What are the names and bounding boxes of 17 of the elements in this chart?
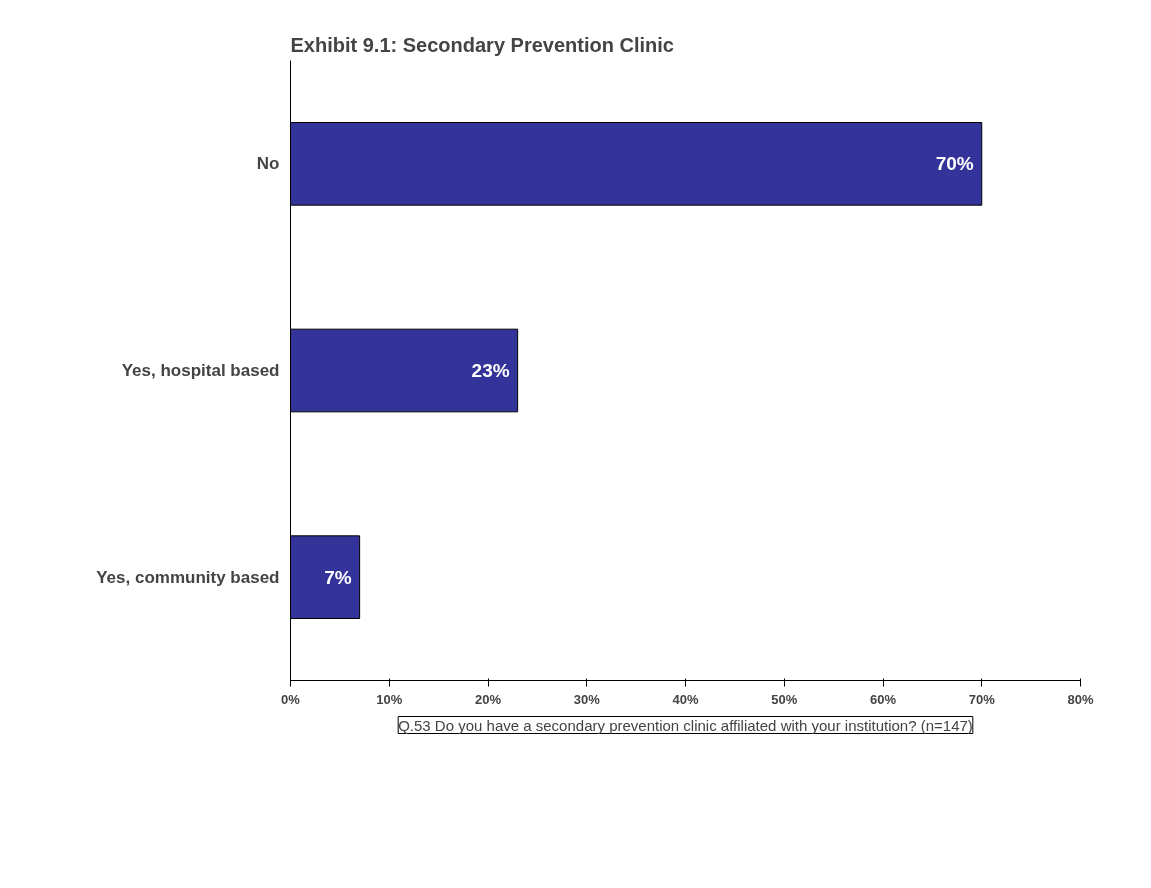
x-tick-label: 10% — [376, 691, 403, 707]
data-label: 23% — [471, 360, 510, 381]
x-tick-label: 40% — [672, 691, 699, 707]
x-tick-label: 50% — [771, 691, 798, 707]
y-tick-label: No — [256, 154, 280, 174]
x-tick-label: 0% — [281, 691, 301, 707]
chart-title: Exhibit 9.1: Secondary Prevention Clinic — [290, 33, 674, 56]
y-tick-label: Yes, hospital based — [121, 361, 280, 380]
x-tick-label: 80% — [1067, 691, 1094, 707]
data-label: 7% — [324, 566, 352, 588]
x-tick-label: 30% — [573, 691, 601, 707]
x-tick-label: 20% — [474, 691, 502, 707]
text: Q.53 Do you have a secondary prevention clinic affiliated with your institution? (n=147) — [398, 716, 973, 734]
x-tick-label: 70% — [968, 691, 996, 707]
data-label: 70% — [935, 153, 974, 175]
y-tick-label: Yes, community based — [96, 567, 280, 587]
x-tick-label: 60% — [869, 691, 897, 707]
